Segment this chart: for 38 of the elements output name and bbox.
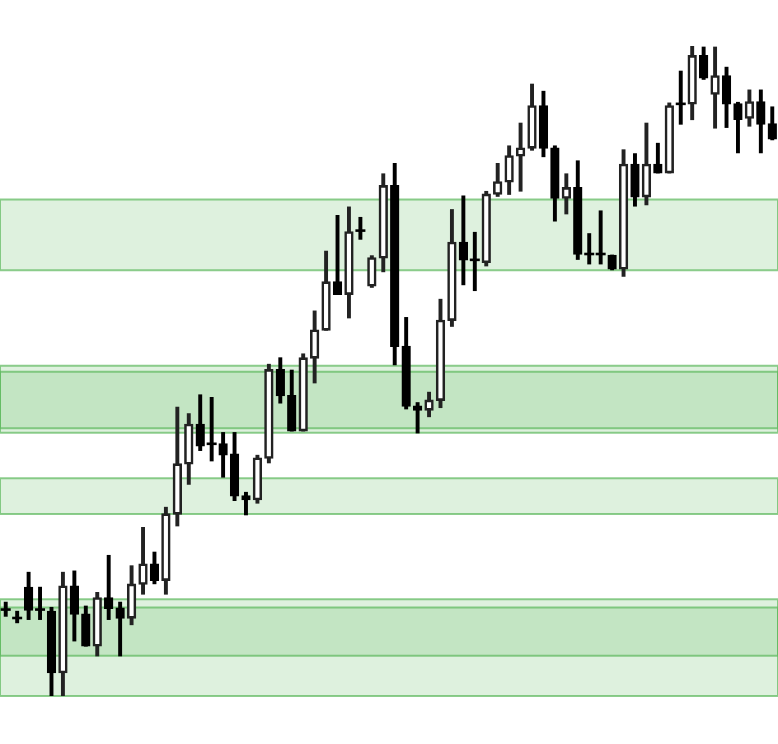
candlestick [332,214,343,295]
candlestick [493,162,503,197]
candlestick [149,551,160,585]
candlestick [653,142,663,174]
candlestick [378,173,388,273]
candlestick [161,506,171,595]
candlestick [81,605,91,647]
candlestick [664,102,674,174]
candlestick [184,413,194,485]
candlestick [46,606,57,696]
candlestick [126,565,137,626]
candlestick [641,122,652,206]
candlestick [264,363,274,464]
candlestick [710,46,720,129]
candlestick [252,454,263,504]
candlestick [172,406,182,527]
candlestick [367,255,377,288]
candlestick [767,106,777,141]
candlestick [275,357,285,404]
candlestick [538,90,549,158]
candlestick [287,369,297,432]
candlestick [687,46,697,121]
candlestick [58,571,68,696]
candlestick [698,46,709,80]
candlestick [412,402,423,434]
candlestick [515,122,526,192]
candlestick [756,89,766,154]
candlestick [481,190,491,267]
candlestick [504,145,514,195]
candlestick [618,149,629,277]
candlestick [550,145,560,222]
candlestick [92,591,102,657]
candlestick [321,250,331,331]
candlestick [298,353,308,432]
candlestick [309,310,320,384]
candlestick [744,89,755,127]
candlestick [721,66,732,128]
candlestick [607,254,617,271]
